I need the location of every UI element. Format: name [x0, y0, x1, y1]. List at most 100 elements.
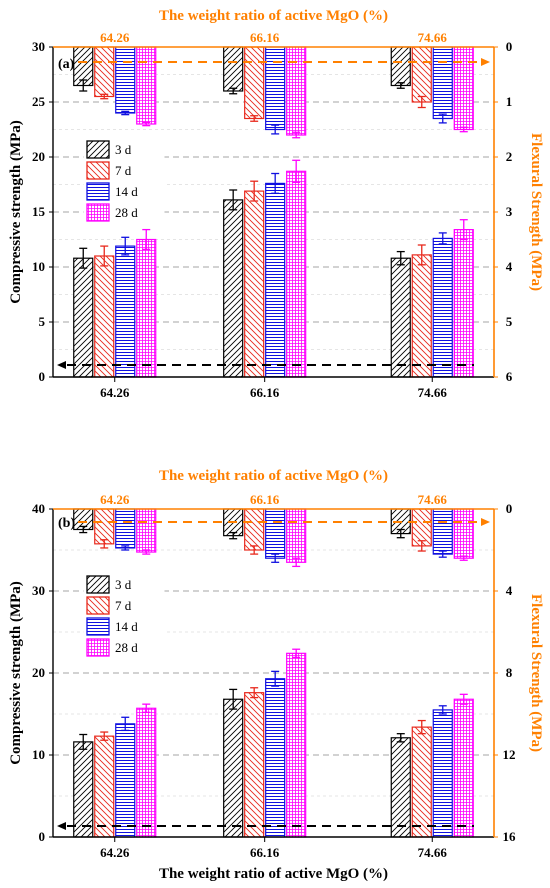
y-tick-label: 30: [32, 39, 45, 54]
y2-axis-title: Flexural Strength (MPa): [528, 594, 544, 752]
y-tick-label: 20: [32, 665, 45, 680]
top-tick-label: 74.66: [418, 30, 448, 45]
compressive-bar-3d-74.66: [390, 737, 411, 838]
top-tick-label: 66.16: [250, 30, 280, 45]
compressive-bar-7d-64.26: [94, 735, 115, 838]
x-tick-label: 64.26: [100, 385, 130, 400]
x-tick-label: 74.66: [418, 845, 448, 860]
y-tick-label: 20: [32, 149, 45, 164]
legend-swatch-3d: [86, 140, 110, 159]
y-tick-label: 15: [32, 204, 46, 219]
flexural-bar-14d-74.66: [432, 46, 453, 120]
legend: 3 d 7 d 14 d 28 d: [83, 572, 165, 660]
legend: 3 d 7 d 14 d 28 d: [83, 137, 165, 225]
arrow-head-right-icon: [481, 58, 490, 66]
y2-tick-label: 5: [506, 314, 513, 329]
flexural-bar-28d-66.16: [286, 46, 307, 136]
compressive-bar-14d-64.26: [115, 245, 136, 378]
top-axis-title: The weight ratio of active MgO (%): [159, 468, 388, 484]
flexural-bar-28d-64.26: [136, 508, 157, 553]
flexural-bar-7d-66.16: [244, 46, 265, 120]
compressive-bar-7d-64.26: [94, 255, 115, 378]
flexural-bar-7d-74.66: [411, 46, 432, 103]
y2-tick-label: 4: [506, 583, 513, 598]
compressive-bar-7d-66.16: [244, 190, 265, 378]
chart-panel-b: The weight ratio of active MgO (%) 64.26 6…: [8, 468, 544, 882]
compressive-bar-7d-66.16: [244, 692, 265, 838]
y2-tick-label: 1: [506, 94, 513, 109]
y2-tick-label: 6: [506, 369, 513, 384]
flexural-bar-3d-74.66: [390, 46, 411, 87]
compressive-bar-28d-64.26: [136, 238, 157, 378]
compressive-bar-28d-66.16: [286, 170, 307, 378]
y-tick-label: 5: [39, 314, 46, 329]
top-tick-label: 64.26: [100, 30, 130, 45]
y-axis-title: Compressive strength (MPa): [8, 120, 24, 304]
y-tick-label: 10: [32, 259, 45, 274]
flexural-bar-3d-66.16: [223, 46, 244, 92]
flexural-bar-14d-66.16: [265, 508, 286, 559]
x-axis-title: The weight ratio of active MgO (%): [159, 866, 388, 882]
y2-tick-label: 4: [506, 259, 513, 274]
y2-tick-label: 12: [503, 747, 516, 762]
arrow-head-left-icon: [57, 361, 66, 369]
flexural-bar-14d-64.26: [115, 508, 136, 549]
compressive-bar-3d-74.66: [390, 257, 411, 378]
flexural-bar-7d-64.26: [94, 508, 115, 545]
y2-tick-label: 2: [506, 149, 513, 164]
x-tick-label: 66.16: [250, 385, 280, 400]
legend-label: 14 d: [115, 184, 138, 199]
legend-swatch-14d: [86, 617, 110, 636]
y2-tick-label: 3: [506, 204, 513, 219]
legend-swatch-3d: [86, 575, 110, 594]
top-tick-label: 64.26: [100, 492, 130, 507]
compressive-bar-3d-66.16: [223, 199, 244, 378]
arrow-head-right-icon: [481, 518, 490, 526]
y-tick-label: 25: [32, 94, 46, 109]
legend-label: 3 d: [115, 577, 132, 592]
compressive-bar-3d-64.26: [73, 257, 94, 378]
top-tick-label: 74.66: [418, 492, 448, 507]
legend-swatch-7d: [86, 596, 110, 615]
y-tick-label: 30: [32, 583, 45, 598]
compressive-bar-28d-74.66: [453, 698, 474, 838]
flexural-bar-7d-64.26: [94, 46, 115, 98]
legend-label: 3 d: [115, 142, 132, 157]
legend-label: 7 d: [115, 163, 132, 178]
legend-swatch-28d: [86, 203, 110, 222]
compressive-bar-14d-66.16: [265, 678, 286, 838]
compressive-bar-14d-64.26: [115, 723, 136, 838]
legend-label: 28 d: [115, 205, 138, 220]
y-tick-label: 0: [39, 829, 46, 844]
compressive-bar-3d-64.26: [73, 741, 94, 838]
flexural-bar-14d-66.16: [265, 46, 286, 131]
top-axis-title: The weight ratio of active MgO (%): [159, 8, 388, 24]
y2-tick-label: 8: [506, 665, 513, 680]
x-tick-label: 66.16: [250, 845, 280, 860]
legend-swatch-28d: [86, 638, 110, 657]
legend-swatch-14d: [86, 182, 110, 201]
x-tick-label: 74.66: [418, 385, 448, 400]
flexural-bar-28d-64.26: [136, 46, 157, 125]
flexural-bar-7d-66.16: [244, 508, 265, 551]
compressive-bar-14d-74.66: [432, 237, 453, 378]
y2-axis-title: Flexural Strength (MPa): [528, 133, 544, 291]
legend-swatch-7d: [86, 161, 110, 180]
compressive-bar-14d-74.66: [432, 709, 453, 838]
y2-tick-label: 16: [503, 829, 517, 844]
y2-tick-label: 0: [506, 39, 513, 54]
y-tick-label: 10: [32, 747, 45, 762]
compressive-bar-14d-66.16: [265, 182, 286, 378]
arrow-head-left-icon: [57, 822, 66, 830]
panel-label: (b): [58, 516, 75, 531]
compressive-bar-7d-74.66: [411, 726, 432, 838]
y-axis-title: Compressive strength (MPa): [8, 581, 24, 765]
x-tick-label: 64.26: [100, 845, 130, 860]
top-tick-label: 66.16: [250, 492, 280, 507]
compressive-bar-28d-74.66: [453, 229, 474, 378]
compressive-bar-7d-74.66: [411, 254, 432, 378]
compressive-bar-3d-66.16: [223, 698, 244, 838]
flexural-bar-28d-74.66: [453, 46, 474, 131]
legend-label: 28 d: [115, 640, 138, 655]
